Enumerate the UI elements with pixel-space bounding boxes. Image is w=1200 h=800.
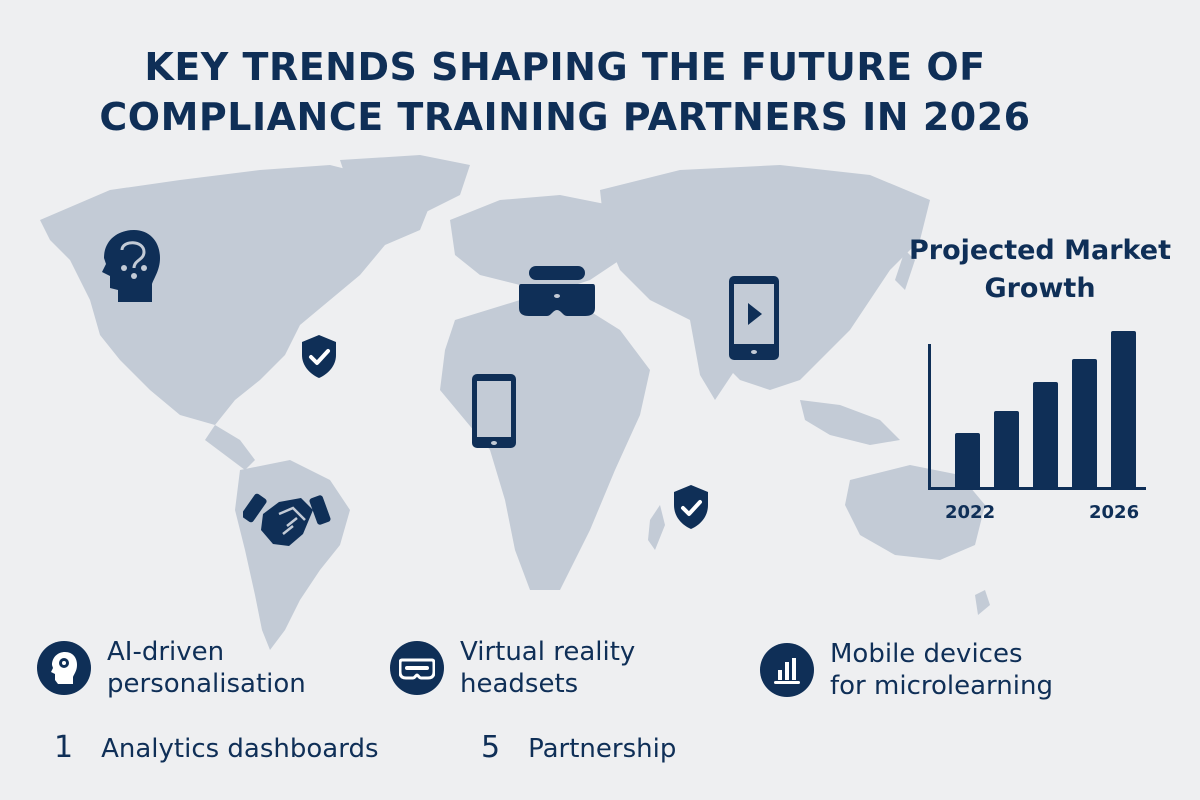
numbered-item-partnership: 5 Partnership xyxy=(481,730,676,765)
item-label: Analytics dashboards xyxy=(101,734,379,764)
x-tick-2022: 2022 xyxy=(945,502,996,523)
y-axis xyxy=(928,344,931,490)
smartphone-icon xyxy=(472,374,516,448)
title-line-1: KEY TRENDS SHAPING THE FUTURE OF xyxy=(144,45,986,89)
legend-label-line2: personalisation xyxy=(107,669,306,699)
legend-item-mobile: Mobile devices for microlearning xyxy=(760,638,1053,702)
bar-2025 xyxy=(1072,359,1097,487)
legend-label-line1: Virtual reality xyxy=(460,637,636,667)
shield-check-icon xyxy=(674,485,708,529)
numbered-item-analytics: 1 Analytics dashboards xyxy=(54,730,379,765)
ai-head-icon xyxy=(102,230,160,302)
chart-title: Projected Market Growth xyxy=(908,235,1172,304)
item-number: 1 xyxy=(54,730,74,765)
vr-headset-icon xyxy=(390,641,444,695)
item-number: 5 xyxy=(481,730,501,765)
page-title: KEY TRENDS SHAPING THE FUTURE OF COMPLIA… xyxy=(0,42,1130,142)
bar-2022 xyxy=(955,433,980,487)
shield-check-icon xyxy=(302,335,336,378)
bar-2026 xyxy=(1111,331,1136,487)
legend-label-line1: AI-driven xyxy=(107,637,225,667)
legend-label-line1: Mobile devices xyxy=(830,639,1023,669)
title-line-2: COMPLIANCE TRAINING PARTNERS IN 2026 xyxy=(99,95,1031,139)
legend-item-ai: AI-driven personalisation xyxy=(37,636,306,700)
item-label: Partnership xyxy=(528,734,677,764)
bar-2023 xyxy=(994,411,1019,487)
x-axis xyxy=(928,487,1146,490)
bar-2024 xyxy=(1033,382,1058,487)
bar-chart xyxy=(925,330,1146,490)
legend-label-line2: headsets xyxy=(460,669,579,699)
bar-chart-icon xyxy=(760,643,814,697)
ai-head-icon xyxy=(37,641,91,695)
vr-headset-icon xyxy=(519,266,595,316)
tablet-play-icon xyxy=(729,276,779,360)
legend-label-line2: for microlearning xyxy=(830,671,1053,701)
handshake-icon xyxy=(243,493,331,546)
x-tick-2026: 2026 xyxy=(1089,502,1140,523)
legend-item-vr: Virtual reality headsets xyxy=(390,636,635,700)
world-map xyxy=(40,155,990,650)
